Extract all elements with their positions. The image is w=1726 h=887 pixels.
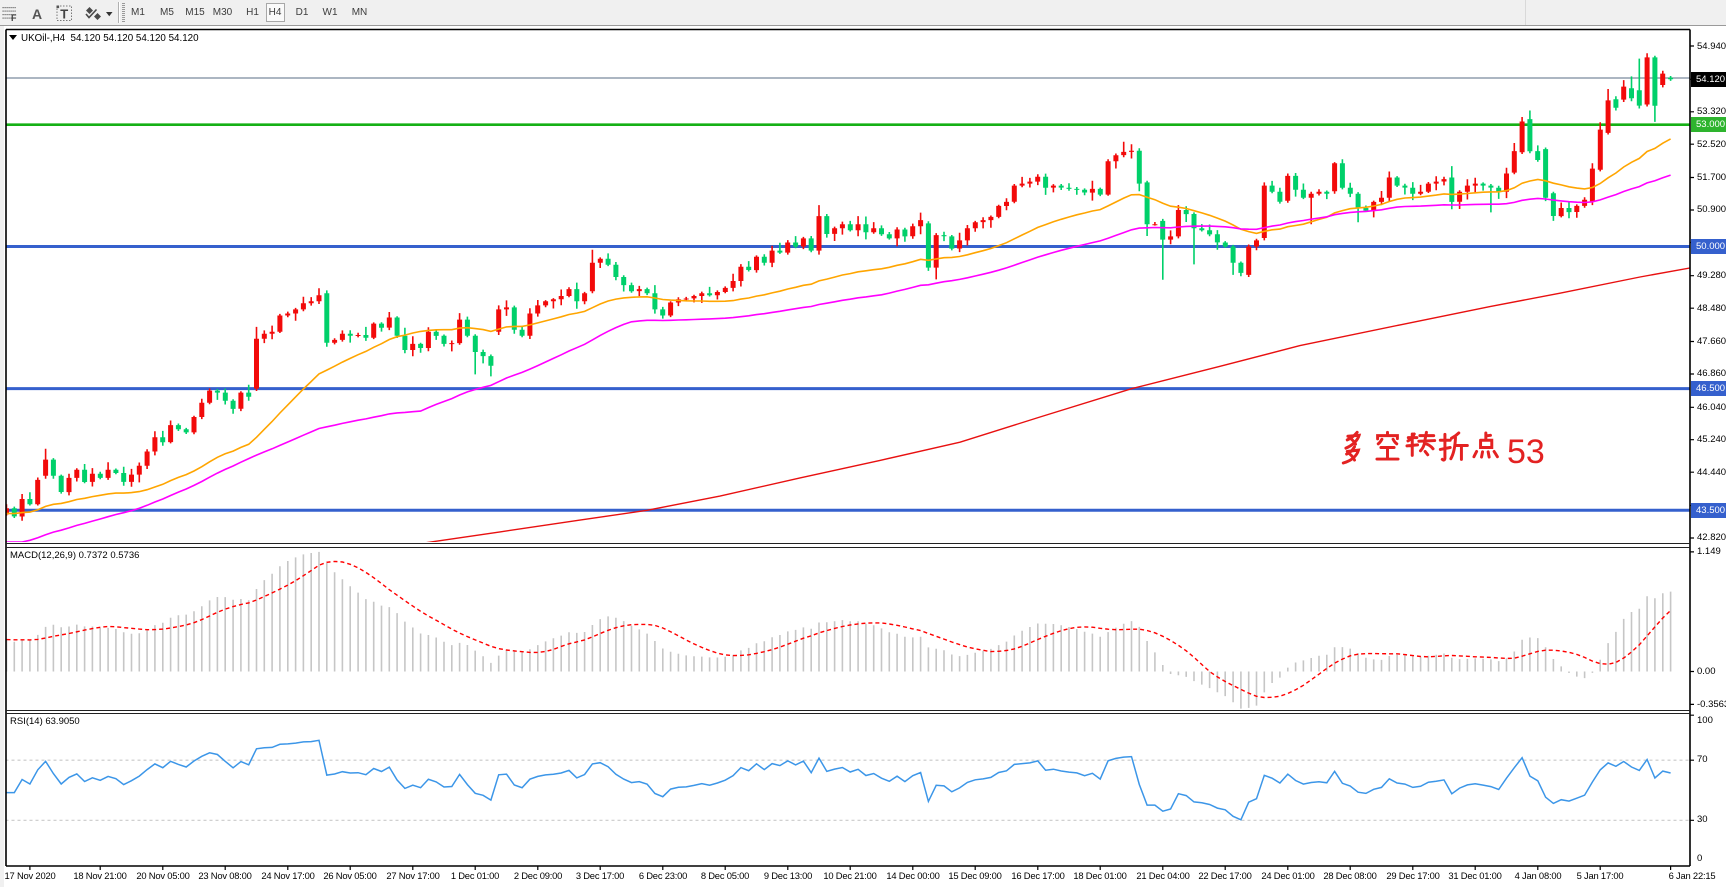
svg-text:T: T bbox=[60, 7, 68, 22]
svg-text:F: F bbox=[11, 13, 17, 23]
svg-text:A: A bbox=[32, 6, 42, 22]
svg-text:53: 53 bbox=[1507, 433, 1545, 471]
